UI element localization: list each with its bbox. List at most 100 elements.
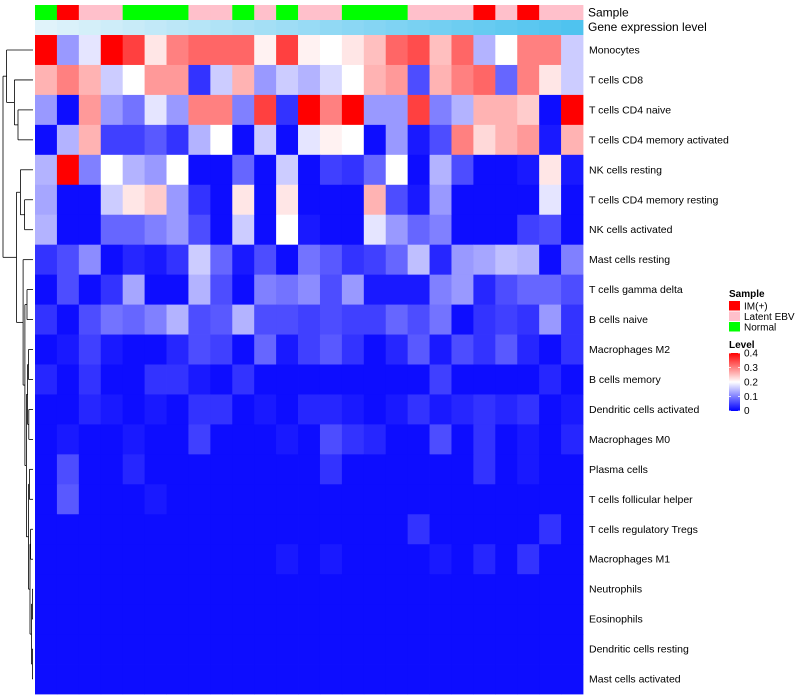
heatmap-cell [122,334,145,365]
heatmap-cell [78,334,102,365]
heatmap-cell [276,184,299,216]
heatmap-cell [188,35,211,66]
heatmap-cell [232,304,255,335]
gene-expression-cell [385,20,409,35]
heatmap-cell [341,364,365,395]
heatmap-cell [319,424,343,455]
heatmap-cell [276,454,299,485]
heatmap-cell [429,394,452,425]
heatmap-cell [35,64,58,96]
heatmap-cell [100,124,124,156]
heatmap-cell [539,364,562,395]
heatmap-cell [341,124,365,156]
heatmap-cell [122,394,145,425]
row-label: NK cells resting [589,164,662,176]
heatmap-cell [385,94,409,126]
heatmap-cell [35,664,58,695]
heatmap-cell [166,544,189,575]
heatmap-cell [517,664,540,695]
heatmap-cell [473,424,496,455]
heatmap-cell [473,94,496,126]
heatmap-cell [254,154,277,186]
heatmap-cell [78,394,102,425]
heatmap-cell [407,35,430,66]
heatmap-cell [232,604,255,635]
heatmap-cell [407,514,430,545]
heatmap-cell [341,544,365,575]
legend-swatch [729,311,740,321]
heatmap-cell [100,424,124,455]
heatmap-cell [56,274,80,305]
heatmap-cell [56,484,80,515]
heatmap-cell [35,454,58,485]
heatmap-cell [561,574,584,605]
heatmap-cell [35,154,58,186]
sample-cell [451,5,474,20]
heatmap-cell [517,244,540,276]
heatmap-cell [78,484,102,515]
heatmap-cell [276,484,299,515]
heatmap-cell [473,454,496,485]
heatmap-cell [385,304,409,335]
heatmap-cell [276,64,299,96]
heatmap-cell [232,394,255,425]
heatmap-cell [561,454,584,485]
heatmap-cell [473,664,496,695]
heatmap-cell [539,424,562,455]
heatmap-cell [539,544,562,575]
heatmap-cell [144,394,167,425]
heatmap-cell [495,274,518,305]
heatmap-cell [495,244,518,276]
heatmap-cell [298,574,321,605]
heatmap-cell [100,364,124,395]
heatmap-cell [56,154,80,186]
heatmap-cell [35,394,58,425]
heatmap-cell [122,484,145,515]
heatmap-cell [385,634,409,665]
heatmap-cell [429,64,452,96]
sample-cell [495,5,518,20]
heatmap-cell [78,154,102,186]
heatmap-cell [188,304,211,335]
heatmap-cell [561,394,584,425]
heatmap-cell [254,244,277,276]
heatmap-cell [363,64,387,96]
gene-expression-cell [78,20,102,35]
heatmap-cell [341,664,365,695]
gene-expression-cell [341,20,365,35]
heatmap-cell [210,634,233,665]
heatmap-cell [254,484,277,515]
heatmap-cell [122,304,145,335]
heatmap-cell [210,364,233,395]
sample-cell [385,5,409,20]
heatmap-cell [473,244,496,276]
row-label: Neutrophils [589,584,642,596]
heatmap-cell [78,64,102,96]
row-label: Eosinophils [589,614,643,626]
legend-swatch [729,301,740,311]
heatmap-cell [407,454,430,485]
heatmap-cell [451,634,474,665]
heatmap-cell [144,454,167,485]
heatmap-cell [144,514,167,545]
row-label: T cells CD4 naive [589,104,671,116]
heatmap-cell [210,35,233,66]
heatmap-cell [232,364,255,395]
heatmap-cell [276,664,299,695]
heatmap-cell [56,334,80,365]
heatmap-cells [35,35,584,695]
row-label: T cells CD4 memory resting [589,194,718,206]
heatmap-cell [451,304,474,335]
heatmap-cell [385,274,409,305]
heatmap-cell [232,94,255,126]
heatmap-cell [561,334,584,365]
heatmap-cell [254,454,277,485]
heatmap-cell [561,304,584,335]
heatmap-cell [363,334,387,365]
heatmap-cell [539,514,562,545]
level-colorbar [729,353,740,411]
heatmap-cell [166,154,189,186]
heatmap-cell [341,274,365,305]
gene-expression-cell [473,20,496,35]
heatmap-cell [451,244,474,276]
